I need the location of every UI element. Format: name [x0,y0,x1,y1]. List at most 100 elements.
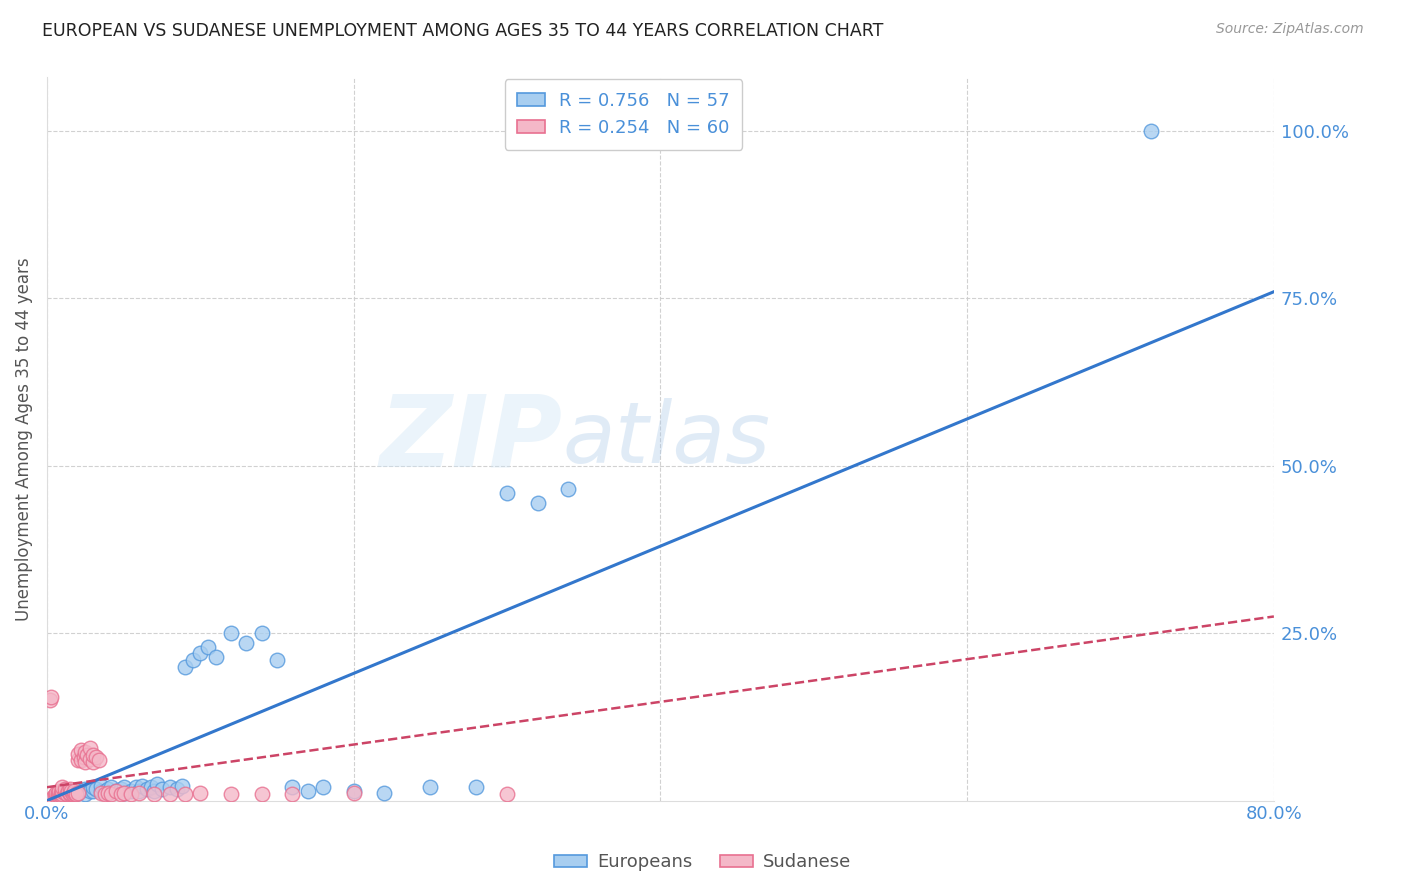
Point [75,781,97,796]
Point [48,787,70,801]
Point [53,781,76,796]
Point [174,659,197,673]
Point [100,780,122,795]
Point [49,789,72,803]
Point [1140,124,1163,138]
Point [159,787,181,801]
Point [59,786,82,800]
Point [174,787,197,801]
Point [51,780,73,795]
Point [44,790,66,805]
Point [557,482,579,496]
Point [76,748,98,763]
Point [281,780,304,795]
Point [90,783,112,797]
Point [343,783,366,797]
Point [125,780,148,795]
Point [135,781,157,796]
Point [90,779,112,793]
Point [51,787,73,801]
Point [97,786,120,800]
Text: ZIP: ZIP [380,391,562,488]
Point [419,780,441,795]
Point [110,787,132,801]
Point [63,787,86,801]
Point [41,690,63,704]
Point [188,646,211,660]
Point [197,640,219,654]
Point [150,781,173,796]
Point [59,781,82,796]
Point [53,786,76,800]
Point [75,755,97,769]
Point [496,485,519,500]
Point [69,743,91,757]
Point [94,783,117,797]
Point [112,786,135,800]
Point [46,786,69,800]
Point [100,787,122,801]
Point [219,626,242,640]
Point [82,783,104,797]
Point [112,780,135,795]
Point [79,752,101,766]
Point [120,783,142,797]
Point [143,783,166,797]
Point [266,653,288,667]
Point [48,783,70,797]
Point [104,783,127,797]
Legend: Europeans, Sudanese: Europeans, Sudanese [547,847,859,879]
Text: atlas: atlas [562,398,770,481]
Point [63,786,86,800]
Point [49,786,72,800]
Point [42,790,65,805]
Point [62,787,84,801]
Point [90,786,112,800]
Point [112,786,135,800]
Point [312,780,335,795]
Point [465,780,488,795]
Point [46,789,69,803]
Y-axis label: Unemployment Among Ages 35 to 44 years: Unemployment Among Ages 35 to 44 years [15,257,32,621]
Point [110,781,132,796]
Point [120,787,142,801]
Text: Source: ZipAtlas.com: Source: ZipAtlas.com [1216,22,1364,37]
Point [84,750,107,764]
Point [45,787,67,801]
Point [44,789,66,803]
Point [82,755,104,769]
Point [104,783,127,797]
Point [66,786,89,800]
Point [82,780,104,795]
Point [94,787,117,801]
Point [66,747,89,761]
Point [56,787,79,801]
Point [51,787,73,801]
Point [66,786,89,800]
Point [75,787,97,801]
Point [166,781,188,796]
Point [79,783,101,797]
Point [39,693,62,707]
Point [128,783,150,797]
Point [343,786,366,800]
Point [75,746,97,760]
Point [188,786,211,800]
Point [69,783,91,797]
Point [146,777,169,791]
Point [53,786,76,800]
Point [204,649,226,664]
Point [65,787,87,801]
Point [131,779,153,793]
Point [141,780,163,795]
Point [63,783,86,797]
Point [58,783,80,797]
Point [219,787,242,801]
Point [97,786,120,800]
Point [48,789,70,803]
Point [170,779,193,793]
Point [69,754,91,768]
Point [59,783,82,797]
Legend: R = 0.756   N = 57, R = 0.254   N = 60: R = 0.756 N = 57, R = 0.254 N = 60 [505,79,742,150]
Point [87,754,110,768]
